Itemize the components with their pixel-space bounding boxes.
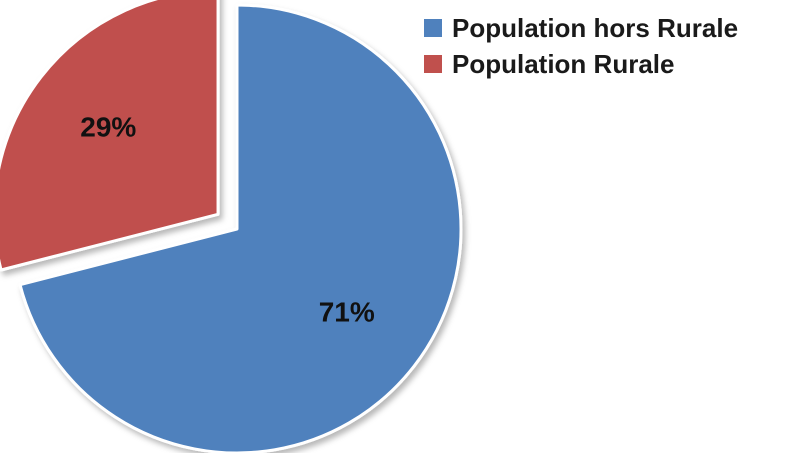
pie-slice-population-hors-rurale [18,3,463,453]
pie-data-labels: 71% 29% [80,112,375,328]
legend: Population hors Rurale Population Rurale [424,10,738,82]
pie-slices [0,0,463,453]
legend-item-population-rurale: Population Rurale [424,46,738,82]
pie-slice-population-rurale [0,0,220,272]
data-label-population-rurale: 29% [80,112,136,143]
legend-swatch-population-rurale [424,55,442,73]
legend-swatch-population-hors-rurale [424,19,442,37]
legend-label: Population hors Rurale [452,12,739,43]
data-label-population-hors-rurale: 71% [319,297,375,328]
legend-label: Population Rurale [452,48,675,79]
legend-item-population-hors-rurale: Population hors Rurale [424,10,738,46]
